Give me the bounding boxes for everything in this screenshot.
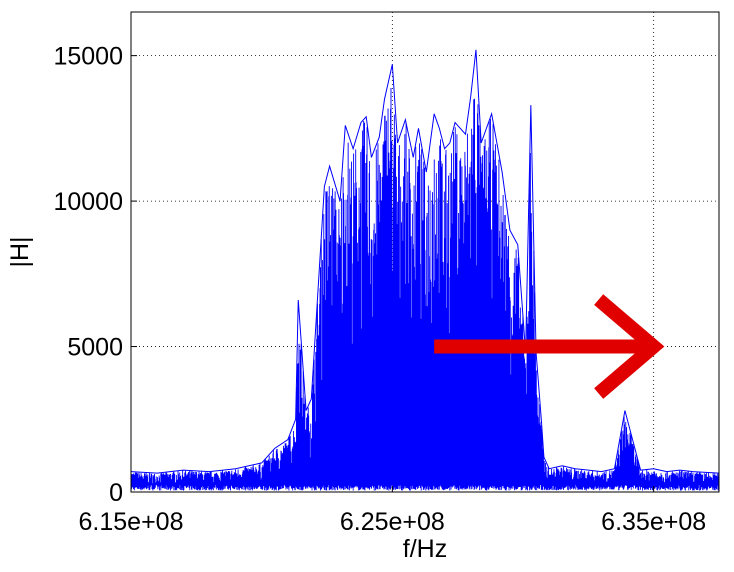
y-tick-label: 5000: [67, 334, 123, 362]
x-tick-label: 6.25e+08: [340, 508, 445, 536]
y-tick-label: 0: [109, 479, 123, 507]
y-tick-label: 10000: [53, 188, 123, 216]
x-tick-label: 6.15e+08: [79, 508, 184, 536]
y-tick-label: 15000: [53, 43, 123, 71]
plot-frame: [130, 11, 720, 493]
spectrum-envelope: [130, 49, 720, 474]
x-axis-label: f/Hz: [403, 535, 447, 563]
arrow-head: [594, 294, 665, 399]
x-tick-label: 6.35e+08: [601, 508, 706, 536]
tick-layer: 6.15e+08 6.25e+08 6.35e+08 0 5000 10000 15000: [53, 43, 706, 536]
y-axis-label: |H|: [6, 236, 34, 267]
annotation-layer: [434, 294, 665, 399]
